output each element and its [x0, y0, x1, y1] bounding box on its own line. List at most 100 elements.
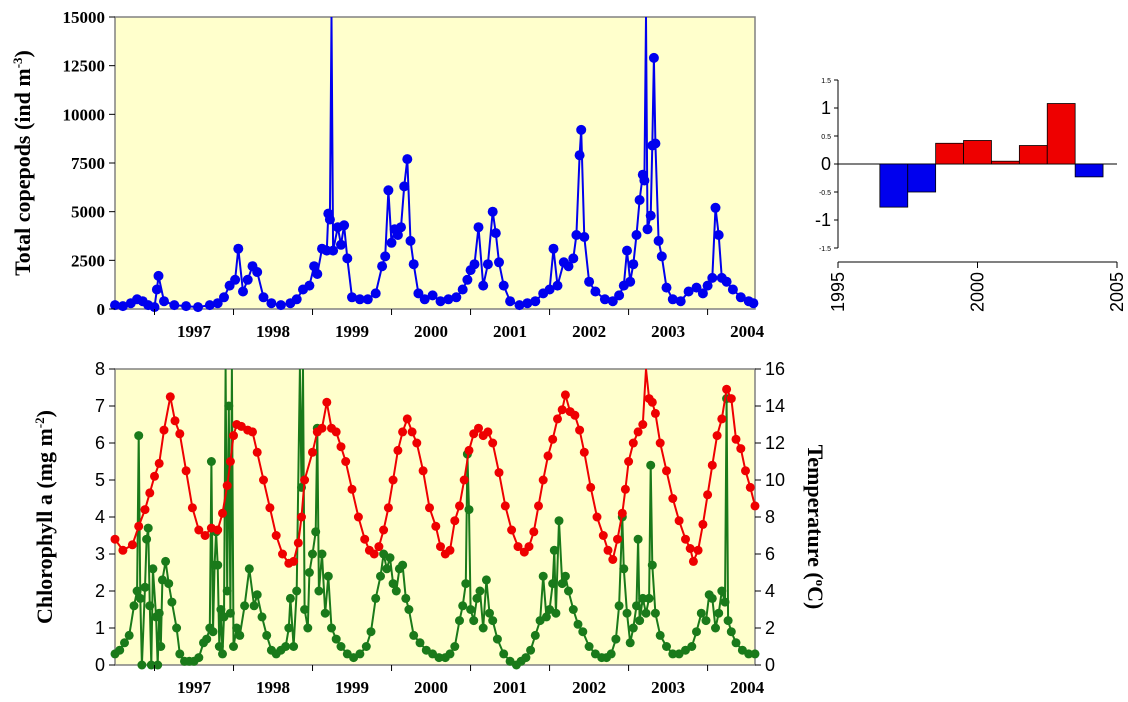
copepods-data-point	[590, 286, 601, 297]
copepods-chart: 0 2500 5000 7500 10000 12500 15000 1997 1998 1999…	[10, 8, 765, 341]
copepods-data-point	[193, 302, 203, 313]
chlorophyll-y-tick-label: 8	[95, 359, 105, 379]
chlorophyll-data-point	[717, 586, 727, 596]
temperature-data-point	[688, 556, 698, 566]
anomaly-x-tick-label: 2005	[1107, 272, 1127, 312]
copepods-data-point	[727, 284, 738, 295]
chlorophyll-data-point	[478, 623, 488, 633]
chlorophyll-data-point	[481, 575, 491, 585]
anomaly-y-tick-label: 0	[821, 154, 831, 174]
temperature-data-point	[538, 475, 548, 485]
copepods-data-point	[212, 298, 223, 309]
copepods-data-point	[697, 288, 708, 299]
chlorophyll-data-point	[464, 505, 474, 515]
copepods-data-point	[151, 284, 162, 295]
chlorophyll-data-point	[314, 586, 324, 596]
copepods-y-tick-label: 10000	[63, 105, 106, 124]
copepods-data-point	[675, 296, 686, 307]
copepods-data-point	[169, 300, 180, 311]
copepods-data-point	[645, 210, 656, 221]
temperature-data-point	[570, 410, 580, 420]
chlorophyll-x-tick-label: 2002	[572, 678, 606, 697]
temperature-data-point	[165, 392, 175, 402]
chlorophyll-data-point	[434, 653, 444, 663]
copepods-data-point	[735, 292, 746, 303]
copepods-data-point	[242, 274, 253, 285]
chlorophyll-data-point	[304, 568, 314, 577]
copepods-data-point	[650, 138, 661, 149]
copepods-x-tick-label: 1997	[177, 322, 212, 341]
chlorophyll-data-point	[701, 616, 711, 626]
copepods-data-point	[309, 261, 320, 272]
temperature-y-tick-label: 2	[765, 618, 775, 638]
copepods-x-tick-label: 1998	[256, 322, 290, 341]
copepods-data-point	[427, 290, 438, 301]
chlorophyll-data-point	[137, 660, 147, 670]
temperature-data-point	[450, 516, 460, 526]
chlorophyll-data-point	[143, 523, 153, 533]
anomaly-y-tick-label: -0.5	[819, 190, 831, 197]
temperature-y-axis-title: Temperature (oC)	[803, 445, 828, 610]
chlorophyll-data-point	[469, 616, 479, 626]
chlorophyll-data-point	[472, 593, 482, 603]
chlorophyll-data-point	[632, 601, 641, 611]
temperature-data-point	[181, 466, 191, 476]
chlorophyll-data-point	[723, 616, 733, 626]
temperature-data-point	[459, 475, 469, 485]
chlorophyll-data-point	[707, 593, 717, 603]
copepods-y-tick-label: 5000	[71, 203, 105, 222]
chlorophyll-x-tick-label: 2003	[651, 678, 685, 697]
copepods-data-point	[149, 302, 160, 313]
copepods-data-point	[563, 261, 574, 272]
copepods-data-point	[396, 222, 406, 233]
anomaly-y-tick-label: 1	[821, 98, 831, 118]
chlorophyll-data-point	[355, 649, 365, 659]
copepods-data-point	[614, 290, 625, 301]
temperature-data-point	[638, 420, 648, 429]
copepods-data-point	[252, 267, 263, 277]
chlorophyll-data-point	[244, 564, 254, 574]
temperature-data-point	[647, 397, 657, 407]
temperature-data-point	[707, 460, 717, 470]
chlorophyll-data-point	[445, 649, 455, 659]
temperature-data-point	[360, 534, 370, 544]
temperature-data-point	[369, 549, 379, 559]
chlorophyll-data-point	[711, 623, 720, 633]
copepods-data-point	[347, 292, 357, 303]
copepods-data-point	[153, 270, 164, 281]
temperature-data-point	[548, 434, 558, 444]
copepods-data-point	[691, 282, 702, 293]
chlorophyll-data-point	[404, 605, 414, 614]
chlorophyll-data-point	[647, 560, 657, 570]
temperature-data-point	[402, 414, 412, 424]
chlorophyll-data-point	[750, 649, 760, 659]
temperature-data-point	[624, 457, 634, 466]
chlorophyll-data-point	[308, 549, 317, 559]
chlorophyll-data-point	[175, 649, 185, 659]
chlorophyll-y-tick-label: 5	[95, 470, 105, 490]
copepods-data-point	[544, 284, 555, 295]
temperature-data-point	[300, 475, 310, 485]
chlorophyll-data-point	[202, 634, 212, 644]
copepods-data-point	[710, 202, 721, 213]
copepods-data-point	[181, 301, 192, 312]
chlorophyll-data-point	[366, 627, 376, 637]
anomaly-bar	[1074, 163, 1104, 178]
chlorophyll-data-point	[628, 623, 638, 633]
copepods-data-point	[628, 259, 639, 270]
temperature-data-point	[534, 501, 543, 511]
temperature-data-point	[474, 423, 483, 433]
chlorophyll-data-point	[120, 638, 129, 648]
copepods-data-point	[342, 253, 353, 264]
temperature-data-point	[455, 501, 464, 511]
chlorophyll-data-point	[541, 612, 551, 622]
temperature-data-point	[586, 482, 596, 492]
chlorophyll-data-point	[560, 571, 570, 581]
temperature-data-point	[524, 542, 534, 552]
copepods-data-point	[683, 286, 694, 297]
copepods-data-point	[498, 280, 509, 291]
chlorophyll-data-point	[450, 642, 460, 651]
temperature-data-point	[603, 545, 613, 555]
chlorophyll-data-point	[224, 401, 234, 411]
chlorophyll-data-point	[461, 579, 471, 589]
